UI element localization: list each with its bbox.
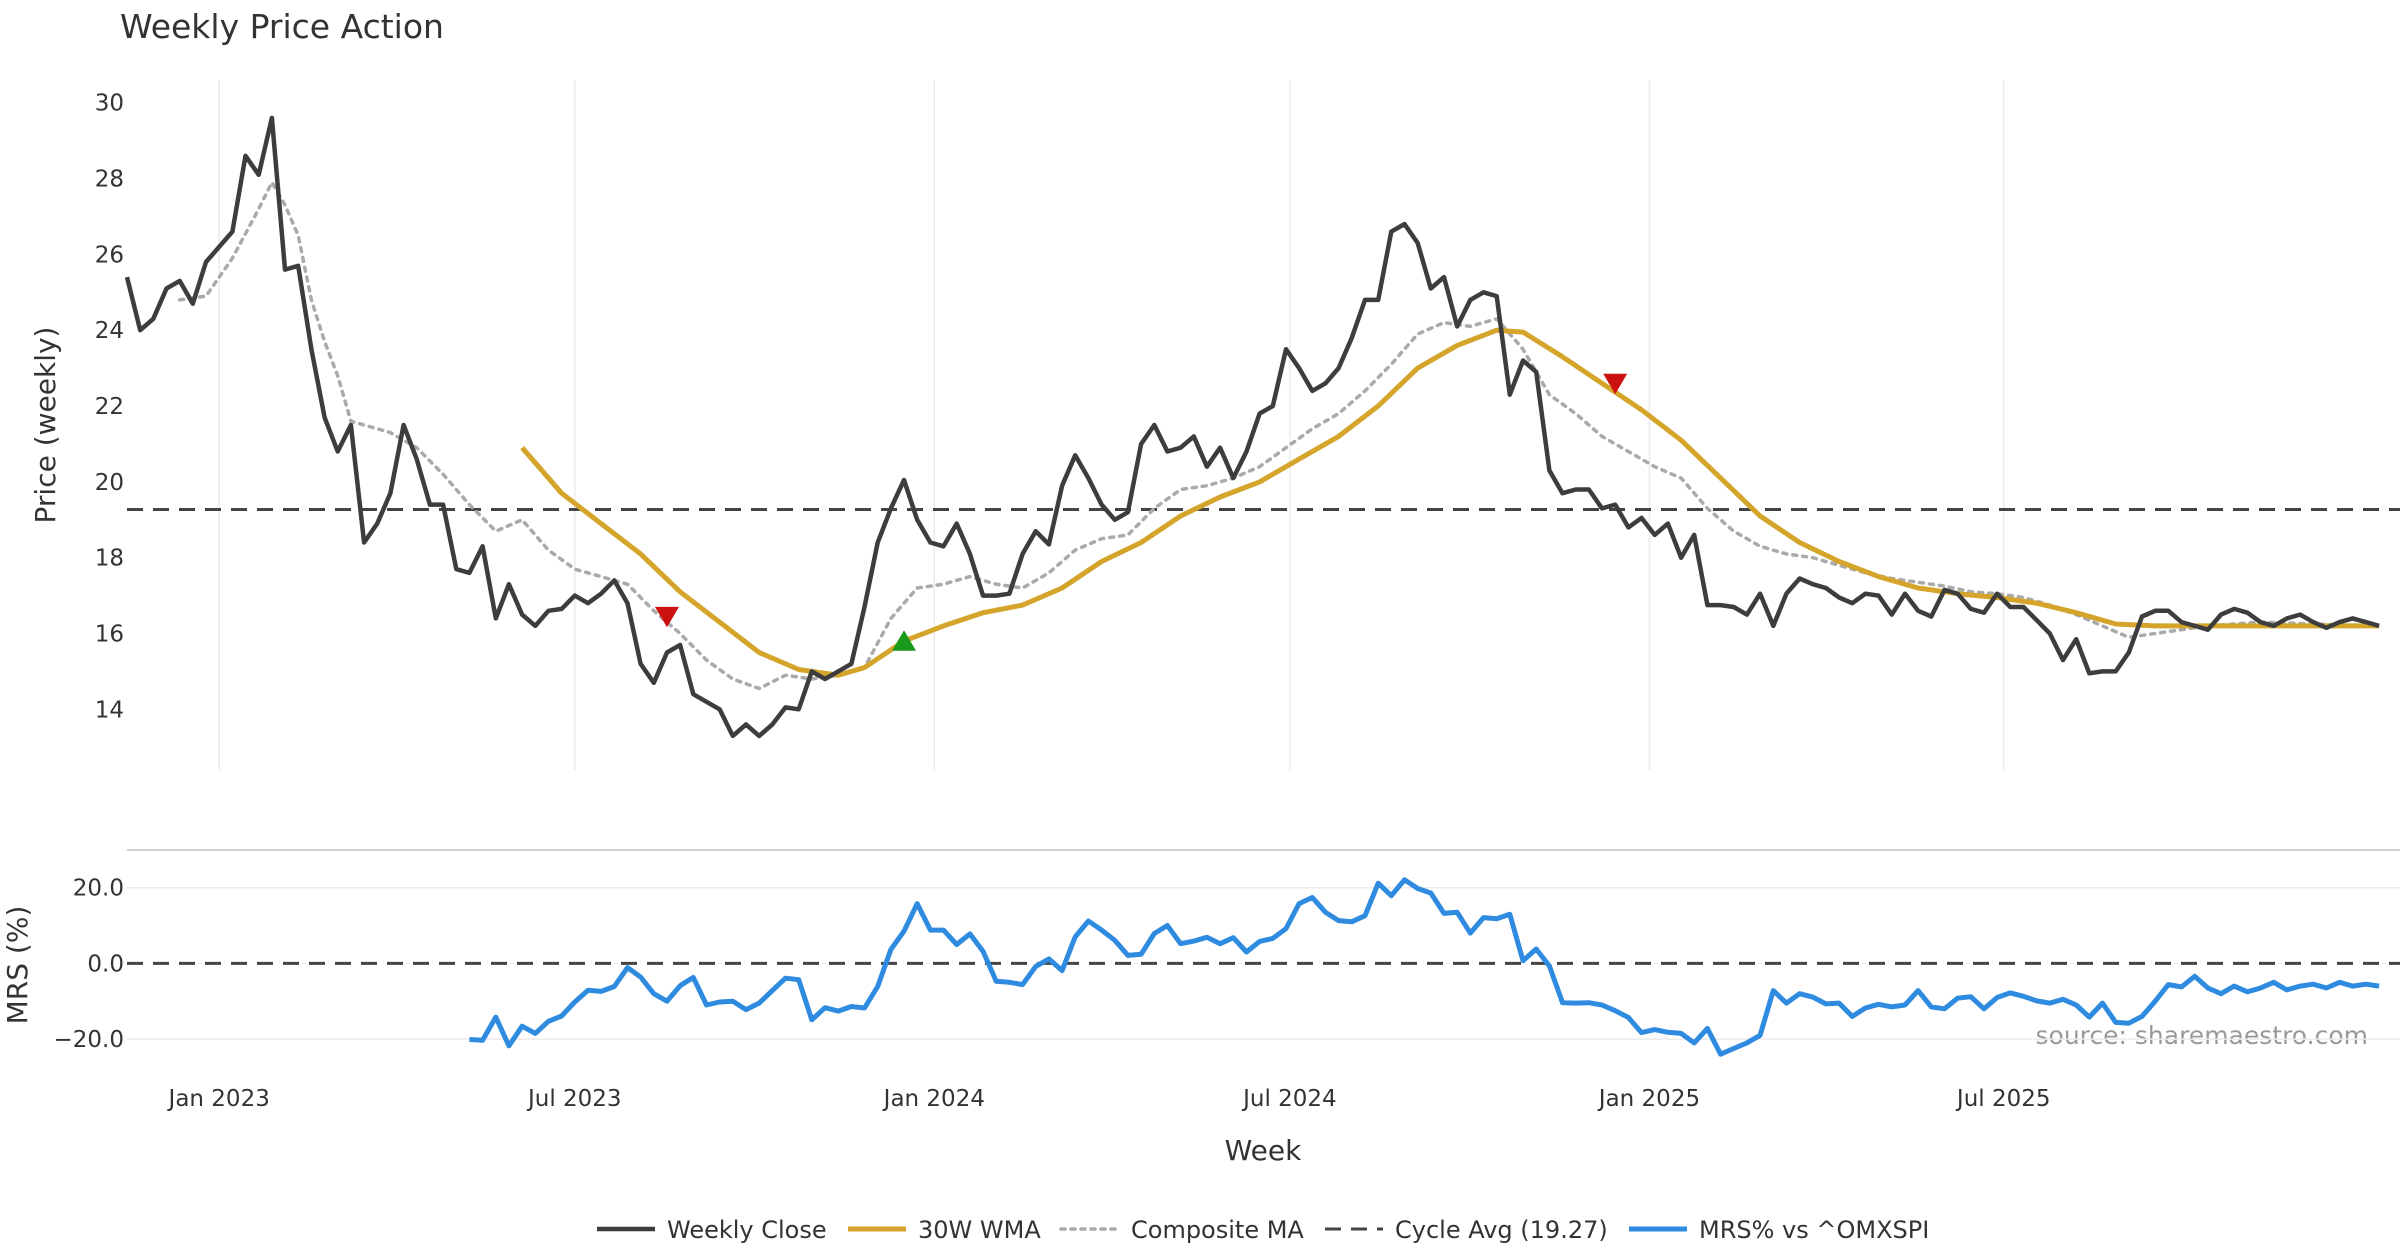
price-tick-label: 16	[95, 622, 124, 648]
price-tick-label: 18	[95, 546, 124, 572]
series-line-weekly-close	[124, 115, 2380, 739]
price-signals	[654, 373, 1628, 651]
x-tick-label: Jul 2024	[1241, 1086, 1337, 1112]
price-tick-label: 24	[95, 318, 124, 344]
mrs-y-ticks: 20.0 0.0 −20.0	[54, 876, 124, 1053]
x-tick-label: Jan 2025	[1597, 1086, 1700, 1112]
price-axis-label: Price (weekly)	[29, 327, 62, 524]
series-line-mrs	[469, 877, 2380, 1057]
sell-signal-marker-2	[1603, 373, 1628, 395]
legend-label-cycle: Cycle Avg (19.27)	[1395, 1216, 1608, 1244]
chart-title: Weekly Price Action	[120, 7, 444, 46]
price-tick-label: 14	[95, 697, 124, 723]
source-note: source: sharemaestro.com	[2036, 1021, 2369, 1050]
legend: Weekly Close 30W WMA Composite MA Cycle Avg…	[597, 1216, 1929, 1244]
legend-label-composite: Composite MA	[1131, 1216, 1304, 1244]
sell-signal-marker-0	[654, 606, 679, 628]
mrs-tick-label: 20.0	[73, 876, 124, 902]
x-tick-label: Jul 2025	[1955, 1086, 2051, 1112]
price-tick-label: 26	[95, 242, 124, 268]
price-tick-label: 20	[95, 470, 124, 496]
legend-label-wma: 30W WMA	[918, 1216, 1041, 1244]
x-ticks: Jan 2023 Jul 2023 Jan 2024 Jul 2024 Jan 2025…	[167, 1086, 2051, 1112]
mrs-series	[127, 877, 2400, 1057]
mrs-tick-label: −20.0	[54, 1027, 124, 1053]
series-line-30w-wma	[520, 327, 2380, 678]
price-tick-label: 28	[95, 167, 124, 193]
mrs-axis-label: MRS (%)	[1, 906, 34, 1025]
x-tick-label: Jan 2024	[882, 1086, 985, 1112]
price-series	[124, 115, 2400, 739]
x-axis-label: Week	[1225, 1134, 1302, 1167]
legend-label-mrs: MRS% vs ^OMXSPI	[1699, 1216, 1929, 1244]
buy-signal-marker-1	[892, 630, 917, 651]
price-grid	[218, 80, 2005, 770]
x-tick-label: Jul 2023	[526, 1086, 622, 1112]
x-tick-label: Jan 2023	[167, 1086, 270, 1112]
price-y-ticks: 14 16 18 20 22 24 26 28 30	[95, 91, 124, 724]
price-tick-label: 30	[95, 91, 124, 117]
price-tick-label: 22	[95, 394, 124, 420]
series-line-composite-ma	[177, 180, 2381, 691]
legend-label-close: Weekly Close	[667, 1216, 827, 1244]
mrs-tick-label: 0.0	[87, 951, 124, 977]
